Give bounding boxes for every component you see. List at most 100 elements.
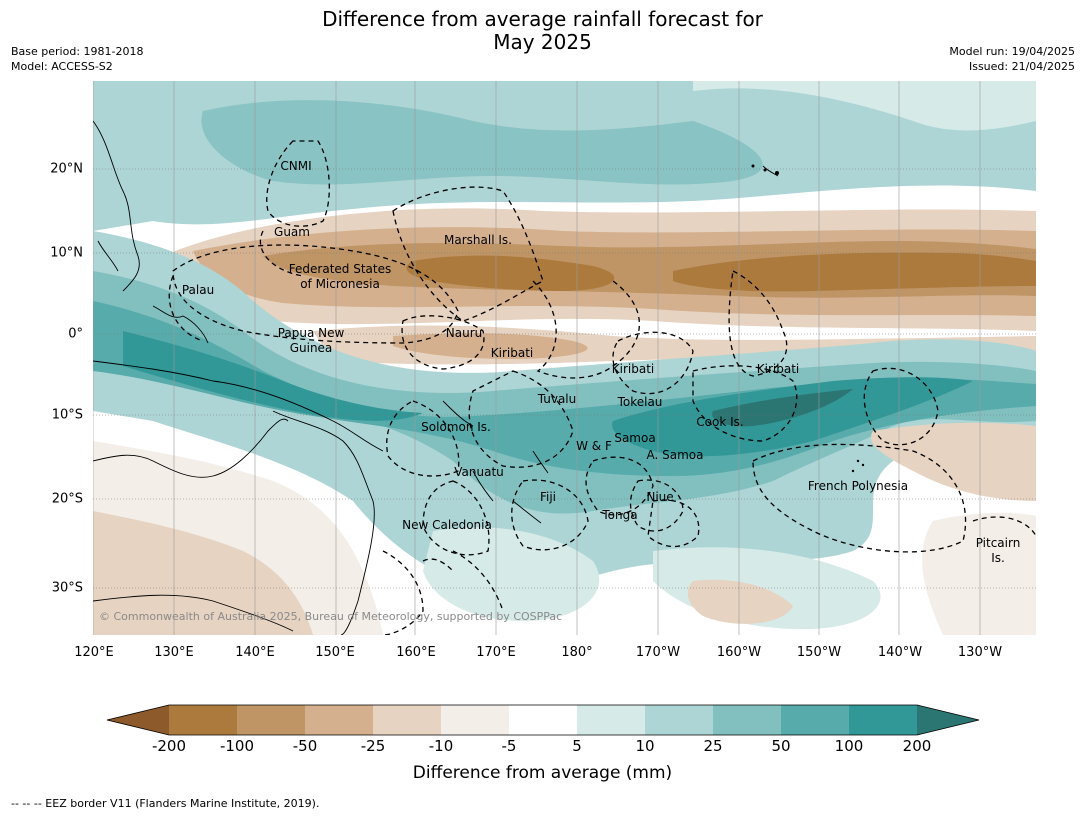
place-label: Pitcairn [975,536,1021,550]
model-name: Model: ACCESS-S2 [11,60,113,73]
place-label: W & F [576,439,612,453]
place-label: Is. [991,551,1005,565]
equatorial-dry-mid [393,333,588,359]
colorbar-tick: -50 [292,737,318,755]
base-period: Base period: 1981-2018 [11,45,144,58]
eez-footnote: -- -- -- EEZ border V11 (Flanders Marine… [11,797,320,810]
colorbar [106,704,980,736]
dry-belt-core-east [673,252,1036,292]
map-canvas [93,81,1036,635]
place-label: Vanuatu [454,465,504,479]
place-label: CNMI [280,159,312,173]
colorbar-swatch [237,705,305,735]
south-central-dry [687,579,793,624]
lon-label: 120°E [74,645,114,660]
colorbar-tick: -100 [219,737,255,755]
lon-label: 150°W [796,645,842,660]
place-label: Marshall Is. [444,233,512,247]
place-label: of Micronesia [300,277,380,291]
colorbar-swatch [373,705,441,735]
spcz-darkest [712,389,853,427]
lat-label: 30°S [51,580,83,596]
hawaii-wet [693,81,1036,131]
lon-label: 130°E [154,645,194,660]
place-label: Solomon Is. [421,420,491,434]
colorbar-tick: 200 [902,737,932,755]
colorbar-tick: -10 [428,737,454,755]
place-label: Kiribati [611,362,655,376]
lon-label: 150°E [315,645,355,660]
place-label: A. Samoa [646,448,704,462]
issued-date: Issued: 21/04/2025 [968,60,1075,73]
copyright-text: © Commonwealth of Australia 2025, Bureau… [99,610,563,623]
colorbar-tick: 10 [635,737,655,755]
place-label: Tuvalu [537,392,577,406]
lon-label: 170°E [476,645,516,660]
meta-right: Model run: 19/04/2025 Issued: 21/04/2025 [949,44,1075,74]
colorbar-swatch [441,705,509,735]
dry-belt-core [406,255,615,291]
colorbar-swatch [577,705,645,735]
lat-label: 10°N [50,245,83,261]
colorbar-swatch [713,705,781,735]
colorbar-label: Difference from average (mm) [412,763,673,783]
colorbar-tick: 100 [834,737,864,755]
lat-label: 10°S [51,407,83,423]
lon-label: 170°W [635,645,681,660]
colorbar-swatch [645,705,713,735]
colorbar-swatch [781,705,849,735]
south-dry-east-2 [922,512,1036,635]
rainfall-map: © Commonwealth of Australia 2025, Bureau… [93,81,1036,635]
colorbar-tick: -200 [151,737,187,755]
place-label: Tonga [602,508,638,522]
colorbar-tick: -25 [360,737,386,755]
lon-label: 140°E [235,645,275,660]
place-label: Cook Is. [696,415,744,429]
place-label: Samoa [614,431,656,445]
place-label: Federated States [288,262,392,276]
colorbar-extend-low [107,705,169,735]
australia-dry-2 [93,511,313,635]
colorbar-tick: 5 [572,737,582,755]
meta-left: Base period: 1981-2018 Model: ACCESS-S2 [11,44,143,74]
lat-label: 0° [68,326,83,342]
colorbar-extend-high [917,705,979,735]
eez-borders [168,140,1036,635]
coastlines [93,120,779,635]
lat-label: 20°N [50,161,83,177]
tasman-wet [423,527,600,621]
lon-label: 180° [561,645,593,660]
title-line-2: May 2025 [493,30,592,54]
model-run: Model run: 19/04/2025 [949,45,1075,58]
lon-label: 160°W [716,645,762,660]
colorbar-swatch [849,705,917,735]
colorbar-swatch [169,705,237,735]
place-label: Niue [646,490,674,504]
place-label: New Caledonia [402,518,492,532]
colorbar-tick: 25 [703,737,723,755]
place-label: Guinea [289,341,333,355]
place-label: French Polynesia [807,479,909,493]
place-label: Papua New [277,326,345,340]
lon-label: 130°W [957,645,1003,660]
place-label: Kiribati [490,346,534,360]
place-label: Tokelau [617,395,663,409]
islands [751,164,865,473]
spcz-core-west [123,331,423,421]
place-label: Kiribati [756,362,800,376]
latitude-gridlines [93,168,1036,589]
north-wet-core [201,100,763,185]
place-label: Nauru [445,326,483,340]
lon-label: 140°W [877,645,923,660]
colorbar-swatch [305,705,373,735]
title-line-1: Difference from average rainfall forecas… [322,7,763,31]
place-label: Fiji [539,490,557,504]
colorbar-swatch [509,705,577,735]
place-label: Palau [181,283,215,297]
lon-label: 160°E [396,645,436,660]
colorbar-tick: 50 [771,737,791,755]
map-title: Difference from average rainfall forecas… [0,8,1085,54]
colorbar-tick: -5 [501,737,517,755]
lat-label: 20°S [51,491,83,507]
place-label: Guam [274,225,310,239]
